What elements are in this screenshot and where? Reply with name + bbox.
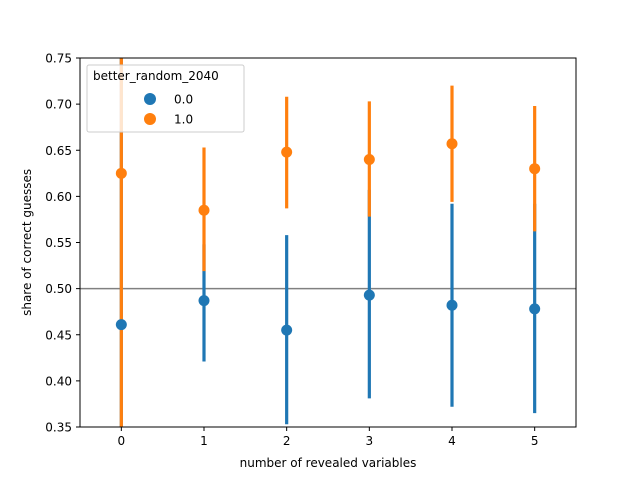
x-tick-label: 5 <box>531 434 539 448</box>
legend-title: better_random_2040 <box>93 69 219 83</box>
x-tick-label: 3 <box>366 434 374 448</box>
x-tick-label: 4 <box>448 434 456 448</box>
series-1-0-point <box>529 163 541 175</box>
x-tick-label: 2 <box>283 434 291 448</box>
legend: better_random_2040 0.0 1.0 <box>86 64 245 133</box>
series-1-0-point <box>115 167 127 179</box>
x-tick-label: 1 <box>200 434 208 448</box>
series-1-0-point <box>446 138 458 150</box>
legend-label: 0.0 <box>174 93 193 107</box>
y-tick-label: 0.60 <box>45 190 72 204</box>
x-axis-label: number of revealed variables <box>240 456 417 470</box>
series-0-0-point <box>198 295 210 307</box>
y-tick-label: 0.50 <box>45 282 72 296</box>
series-0-0-point <box>529 303 541 315</box>
y-tick-label: 0.40 <box>45 374 72 388</box>
axes: 0 1 2 3 4 5 0.35 0.40 0.45 0.50 0.55 0.60 0.65 0.70 0.… <box>45 52 577 448</box>
legend-marker <box>144 113 156 125</box>
y-tick-label: 0.75 <box>45 52 72 66</box>
series-0-0-point <box>446 299 458 311</box>
x-tick-label: 0 <box>118 434 126 448</box>
plot-area <box>80 58 576 427</box>
y-tick-label: 0.70 <box>45 98 72 112</box>
y-axis-label: share of correct guesses <box>20 169 34 316</box>
series-0-0-point <box>281 324 293 336</box>
series-1-0-point <box>281 146 293 158</box>
series-1-0-point <box>363 153 375 165</box>
y-tick-label: 0.45 <box>45 328 72 342</box>
y-tick-label: 0.65 <box>45 144 72 158</box>
series-1-0-point <box>198 204 210 216</box>
legend-label: 1.0 <box>174 113 193 127</box>
series-0-0-point <box>115 319 127 331</box>
series-0-0-point <box>363 289 375 301</box>
y-tick-label: 0.35 <box>45 421 72 435</box>
y-tick-label: 0.55 <box>45 236 72 250</box>
legend-box <box>86 64 245 133</box>
legend-marker <box>144 93 156 105</box>
